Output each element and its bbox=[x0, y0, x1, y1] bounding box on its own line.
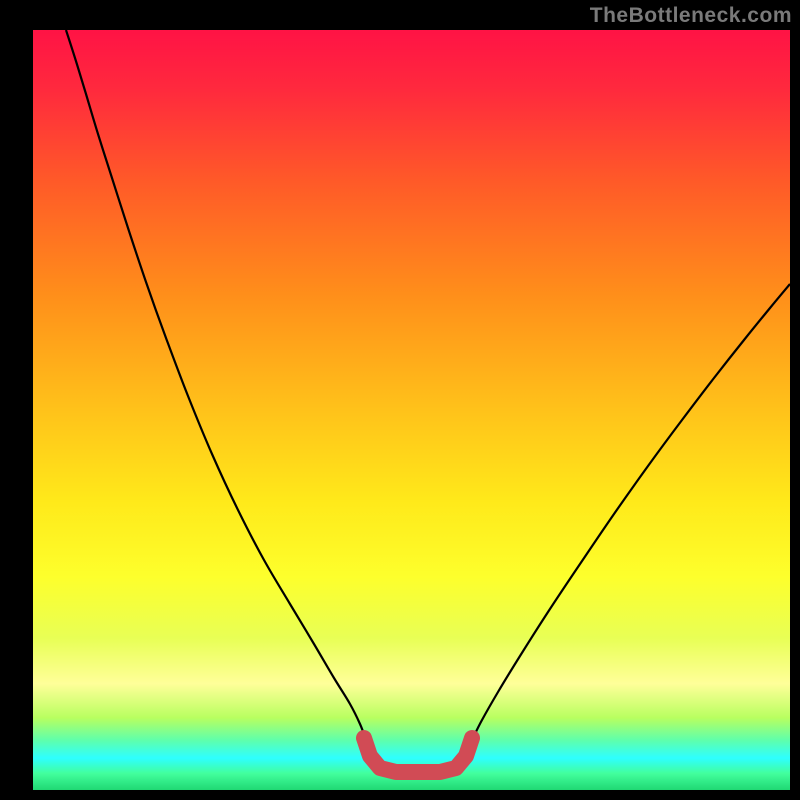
curve-layer bbox=[33, 30, 790, 790]
plot-area bbox=[33, 30, 790, 790]
accent-bracket bbox=[364, 738, 472, 772]
left-curve bbox=[66, 30, 370, 752]
watermark-text: TheBottleneck.com bbox=[590, 4, 792, 28]
right-curve bbox=[466, 284, 790, 752]
